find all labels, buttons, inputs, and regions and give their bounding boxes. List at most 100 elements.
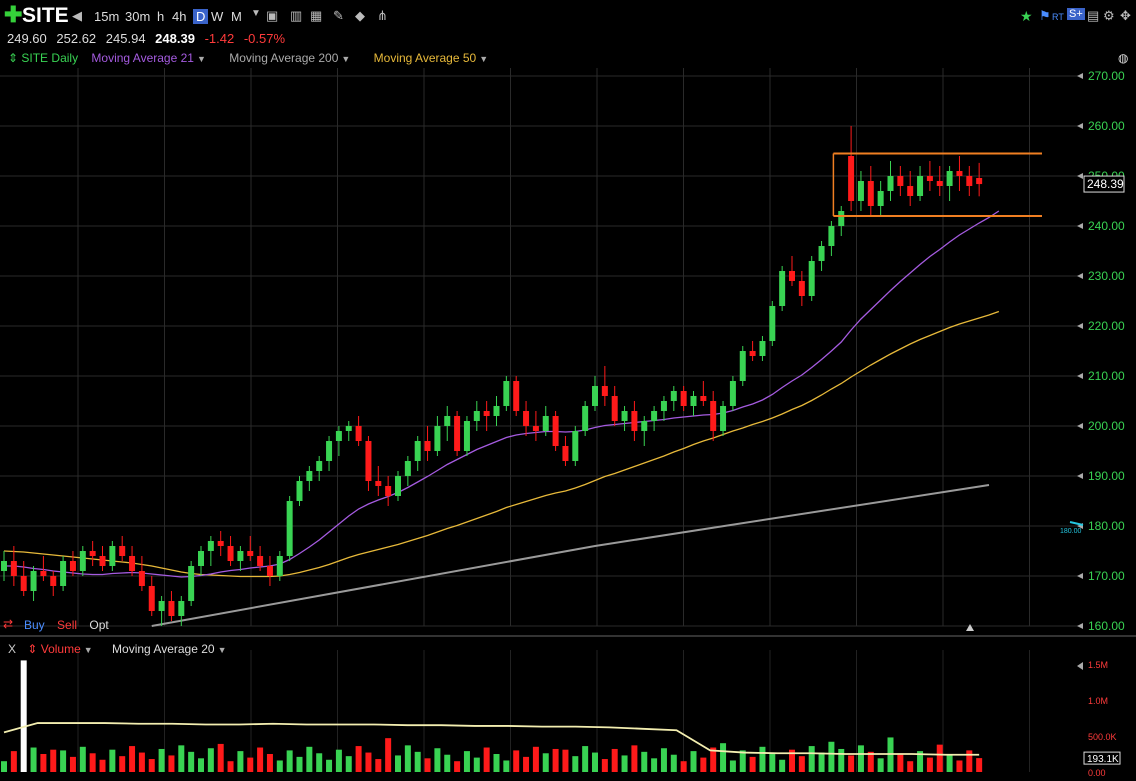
- tf-d[interactable]: D: [193, 9, 209, 24]
- volume-bar: [109, 749, 116, 772]
- legend-volume-ma[interactable]: Moving Average 20 ▼: [112, 642, 234, 656]
- flag-icon[interactable]: ⚑: [1039, 8, 1051, 23]
- volume-bar: [316, 753, 323, 772]
- candle-body: [739, 351, 746, 381]
- volume-bar: [79, 746, 86, 772]
- candle-body: [631, 411, 638, 431]
- tf-30m[interactable]: 30m: [125, 9, 151, 24]
- candle-body: [395, 476, 401, 496]
- speaker-icon[interactable]: ◀: [72, 8, 82, 23]
- palette-icon[interactable]: ◍: [1118, 51, 1129, 65]
- symbol-title[interactable]: SITE: [22, 4, 69, 27]
- move-icon[interactable]: ✥: [1120, 8, 1131, 23]
- volume-bar: [700, 757, 707, 772]
- save-icon[interactable]: ▤: [1087, 8, 1100, 23]
- rt-label[interactable]: RT: [1052, 12, 1064, 22]
- volume-bar: [897, 754, 904, 772]
- candle-body: [434, 426, 441, 451]
- share-icon[interactable]: ⋔: [377, 8, 388, 23]
- tick-marker: [1077, 623, 1083, 629]
- volume-bar: [562, 749, 569, 772]
- legend-ma50-caret-icon[interactable]: ▼: [479, 54, 489, 64]
- candle-body: [848, 156, 855, 201]
- legend-ma200-caret-icon[interactable]: ▼: [341, 54, 351, 64]
- indicators-icon[interactable]: ▦: [310, 8, 323, 23]
- settings-icon[interactable]: ⚙: [1103, 8, 1115, 23]
- candle-body: [207, 541, 214, 551]
- legend-ma21[interactable]: Moving Average 21 ▼: [91, 51, 215, 65]
- option-button[interactable]: Opt: [89, 618, 109, 632]
- candle-body: [523, 411, 530, 426]
- candle-body: [89, 551, 96, 556]
- volume-bar: [739, 750, 746, 772]
- candle-body: [877, 191, 884, 206]
- candle-body: [946, 171, 953, 186]
- legend-ma21-caret-icon[interactable]: ▼: [196, 54, 206, 64]
- volume-bar: [582, 746, 589, 772]
- candle-body: [365, 441, 372, 481]
- volume-bar: [276, 760, 283, 772]
- volume-bar: [463, 751, 470, 772]
- volume-bar: [60, 750, 67, 772]
- volume-bar: [99, 759, 106, 772]
- tf-m[interactable]: M: [231, 9, 242, 24]
- tf-15m[interactable]: 15m: [94, 9, 120, 24]
- volume-bar: [365, 752, 372, 772]
- volume-bar: [946, 754, 953, 772]
- s-plus-badge[interactable]: S+: [1067, 8, 1085, 20]
- price-tick-label: 240.00: [1088, 219, 1125, 233]
- tf-4h[interactable]: 4h: [172, 9, 187, 24]
- candle-body: [720, 406, 727, 431]
- favorite-star-icon[interactable]: ★: [1020, 8, 1033, 24]
- volume-bar: [40, 754, 47, 772]
- volume-bar: [345, 756, 352, 772]
- candle-body: [660, 401, 667, 411]
- volume-bar: [621, 755, 628, 772]
- tf-h[interactable]: h: [157, 9, 165, 24]
- add-symbol-icon[interactable]: ✚: [4, 2, 23, 27]
- close-volume-pane-button[interactable]: X: [8, 642, 17, 656]
- candle-body: [473, 411, 480, 421]
- quote-open: 249.60: [7, 31, 47, 46]
- price-tick-label: 190.00: [1088, 469, 1125, 483]
- legend-ma50[interactable]: Moving Average 50 ▼: [374, 51, 498, 65]
- legend-ma21-label: Moving Average 21: [91, 51, 194, 65]
- volume-bar: [89, 753, 96, 772]
- legend-volume-ma-caret-icon[interactable]: ▼: [217, 645, 227, 655]
- quote-line: 249.60 252.62 245.94 248.39 -1.42 -0.57%: [7, 31, 291, 46]
- price-tick-label: 180.00: [1088, 519, 1125, 533]
- candle-body: [621, 411, 628, 421]
- tick-marker: [1077, 123, 1083, 129]
- template-icon[interactable]: ▣: [266, 8, 279, 23]
- chart-type-icon[interactable]: ▥: [290, 8, 303, 23]
- candle-body: [424, 441, 431, 451]
- legend-volume[interactable]: ⇕ Volume ▼: [27, 642, 93, 656]
- buy-button[interactable]: Buy: [24, 618, 45, 632]
- legend-main-series[interactable]: ⇕ SITE Daily: [8, 51, 79, 65]
- candle-body: [710, 401, 717, 431]
- volume-bar: [542, 753, 549, 772]
- trade-ticket-icon[interactable]: ⇄: [3, 617, 14, 631]
- volume-bar: [808, 746, 815, 772]
- legend-ma200[interactable]: Moving Average 200 ▼: [229, 51, 360, 65]
- candle-body: [50, 576, 57, 586]
- layers-icon[interactable]: ◆: [355, 8, 365, 23]
- candle-body: [129, 556, 136, 571]
- price-tick-label: 210.00: [1088, 369, 1125, 383]
- volume-bar: [769, 753, 776, 772]
- candle-body: [926, 176, 933, 181]
- draw-tool-icon[interactable]: ✎: [333, 8, 344, 23]
- tick-marker: [1077, 73, 1083, 79]
- volume-bar: [69, 756, 76, 772]
- candle-body: [463, 421, 470, 451]
- volume-bar: [335, 749, 342, 772]
- candle-body: [542, 416, 549, 431]
- tf-w[interactable]: W: [211, 9, 224, 24]
- timeframe-dropdown-icon[interactable]: ▼: [251, 8, 261, 19]
- sell-button[interactable]: Sell: [57, 618, 78, 632]
- volume-bar: [641, 751, 648, 772]
- candle-body: [286, 501, 293, 556]
- volume-bar: [266, 754, 273, 772]
- legend-volume-caret-icon[interactable]: ▼: [83, 645, 93, 655]
